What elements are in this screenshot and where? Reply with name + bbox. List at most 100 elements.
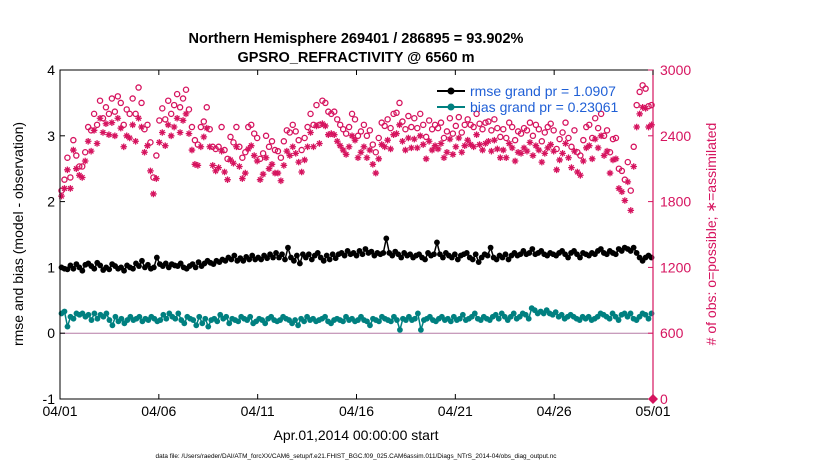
obs-assimilated-marker xyxy=(129,121,136,129)
obs-possible-marker xyxy=(393,109,400,117)
x-tick-label: 05/01 xyxy=(635,403,670,419)
obs-assimilated-marker xyxy=(633,123,640,131)
obs-assimilated-marker xyxy=(428,146,436,154)
bias-point xyxy=(217,311,224,318)
obs-possible-marker xyxy=(425,117,433,124)
obs-assimilated-marker xyxy=(158,129,166,136)
obs-possible-marker xyxy=(648,101,655,109)
obs-possible-marker xyxy=(351,116,359,123)
bias-point xyxy=(456,315,463,322)
obs-possible-marker xyxy=(396,99,403,107)
bias-point xyxy=(301,318,307,325)
obs-assimilated-marker xyxy=(458,148,466,156)
y-right-tick-label: 2400 xyxy=(660,128,691,144)
obs-possible-marker xyxy=(571,127,578,134)
obs-assimilated-marker xyxy=(565,154,572,162)
bias-point xyxy=(367,322,373,329)
rmse-point xyxy=(285,244,291,251)
obs-possible-marker xyxy=(167,110,175,118)
obs-assimilated-marker xyxy=(247,142,255,149)
obs-assimilated-marker xyxy=(179,117,187,124)
obs-assimilated-marker xyxy=(93,140,101,147)
obs-possible-marker xyxy=(295,136,302,144)
obs-possible-marker xyxy=(203,104,211,111)
obs-possible-marker xyxy=(612,134,620,142)
bias-point xyxy=(235,318,242,325)
obs-assimilated-marker xyxy=(505,140,513,147)
obs-possible-marker xyxy=(197,123,205,131)
bias-point xyxy=(492,311,499,318)
obs-assimilated-marker xyxy=(325,131,332,139)
legend-rmse-marker xyxy=(447,87,455,95)
obs-possible-marker xyxy=(114,93,122,100)
obs-possible-marker xyxy=(102,104,110,111)
bias-point xyxy=(364,318,370,325)
rmse-point xyxy=(150,264,157,271)
y-left-tick-label: 2 xyxy=(47,194,55,210)
bias-point xyxy=(247,313,254,320)
obs-assimilated-marker xyxy=(547,141,555,148)
obs-assimilated-marker xyxy=(286,152,294,159)
obs-assimilated-marker xyxy=(70,146,77,154)
obs-possible-marker xyxy=(562,119,569,126)
obs-assimilated-marker xyxy=(156,139,163,146)
obs-assimilated-marker xyxy=(621,197,629,204)
series-bias xyxy=(58,305,655,333)
bias-point xyxy=(471,310,478,317)
obs-assimilated-marker xyxy=(514,148,522,156)
bias-point xyxy=(190,317,197,323)
obs-possible-marker xyxy=(129,95,136,102)
obs-assimilated-marker xyxy=(64,166,71,174)
rmse-point xyxy=(228,256,235,263)
rmse-point xyxy=(249,252,256,259)
obs-assimilated-marker xyxy=(253,157,261,165)
obs-assimilated-marker xyxy=(411,135,418,143)
bias-point xyxy=(88,317,95,323)
rmse-point xyxy=(91,265,98,272)
obs-assimilated-marker xyxy=(440,154,448,162)
obs-assimilated-marker xyxy=(502,154,510,162)
y-right-tick-label: 1800 xyxy=(660,194,691,210)
obs-assimilated-marker xyxy=(588,155,596,163)
obs-assimilated-marker xyxy=(452,143,460,151)
bias-point xyxy=(322,313,328,320)
rmse-point xyxy=(294,252,300,259)
rmse-point xyxy=(305,251,312,258)
obs-assimilated-marker xyxy=(393,130,400,137)
obs-possible-marker xyxy=(464,116,471,123)
obs-possible-marker xyxy=(440,134,448,142)
bias-point xyxy=(292,317,299,323)
y-left-tick-label: -1 xyxy=(43,391,56,407)
obs-possible-marker xyxy=(342,130,350,137)
obs-possible-marker xyxy=(262,132,270,140)
obs-assimilated-marker xyxy=(256,176,264,183)
obs-possible-marker xyxy=(138,99,145,107)
obs-assimilated-marker xyxy=(559,150,566,157)
obs-assimilated-marker xyxy=(161,142,169,149)
obs-possible-marker xyxy=(164,97,172,104)
obs-assimilated-marker xyxy=(541,150,549,157)
obs-possible-marker xyxy=(215,143,222,151)
obs-assimilated-marker xyxy=(182,110,190,118)
obs-assimilated-marker xyxy=(639,103,646,111)
bias-point xyxy=(447,318,454,325)
rmse-point xyxy=(329,251,336,258)
obs-possible-marker xyxy=(580,136,587,144)
obs-assimilated-marker xyxy=(372,169,380,177)
obs-possible-marker xyxy=(461,121,468,129)
obs-possible-marker xyxy=(505,119,513,126)
obs-assimilated-marker xyxy=(230,159,237,167)
obs-possible-marker xyxy=(176,104,184,111)
rmse-point xyxy=(472,251,479,258)
obs-possible-marker xyxy=(277,154,285,161)
obs-assimilated-marker xyxy=(482,140,489,147)
obs-assimilated-marker xyxy=(491,136,498,144)
obs-possible-marker xyxy=(271,146,279,154)
obs-possible-marker xyxy=(473,110,480,118)
obs-possible-marker xyxy=(96,97,104,104)
obs-possible-marker xyxy=(416,110,424,118)
obs-assimilated-marker xyxy=(78,174,86,181)
obs-possible-marker xyxy=(594,124,602,132)
obs-assimilated-marker xyxy=(348,132,356,140)
rmse-point xyxy=(565,254,571,261)
